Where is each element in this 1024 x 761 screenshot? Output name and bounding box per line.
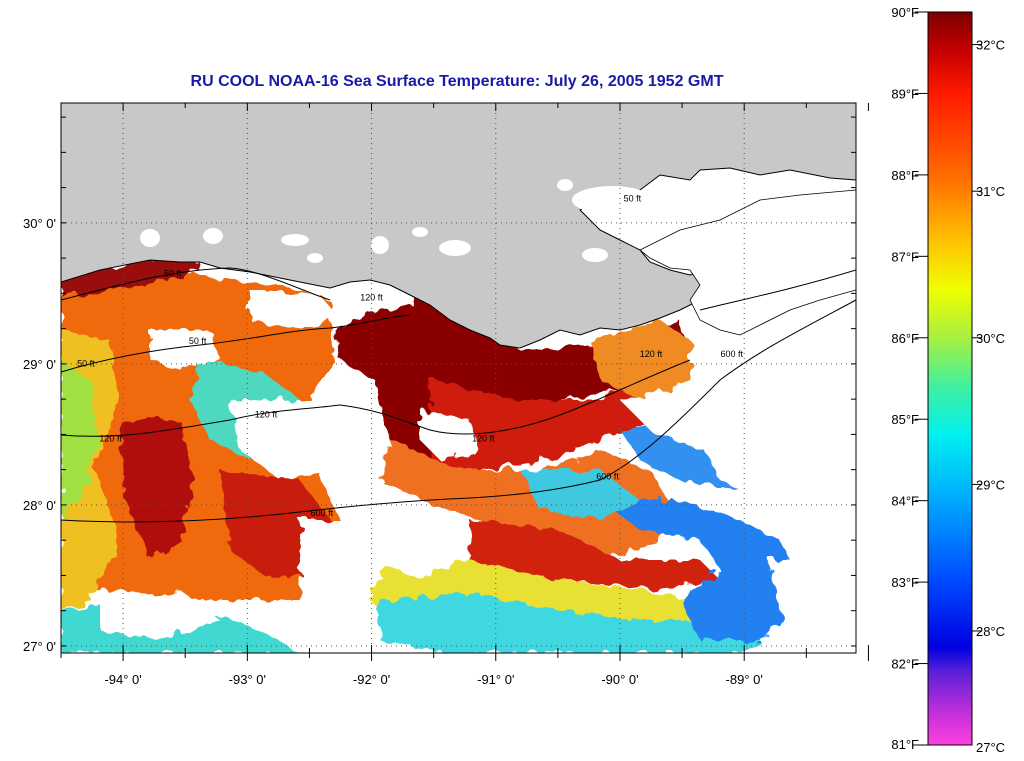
cloud-masks xyxy=(100,290,856,653)
map-title: RU COOL NOAA-16 Sea Surface Temperature:… xyxy=(191,73,724,90)
colorbar-f-label: 86°F xyxy=(891,331,919,346)
lake xyxy=(572,186,652,214)
map-frame xyxy=(60,102,857,654)
sst-region-east-shelf-orange xyxy=(590,320,690,400)
colorbar-f-label: 90°F xyxy=(891,5,919,20)
lon-tick-label: -89° 0' xyxy=(726,672,763,687)
colorbar-f-label: 85°F xyxy=(891,412,919,427)
lon-tick-label: -94° 0' xyxy=(104,672,141,687)
contour-label: 120 ft xyxy=(640,349,663,359)
colorbar-c-label: 32°C xyxy=(976,38,1005,53)
sst-region-west-green xyxy=(61,360,100,520)
sst-region-west-darkred xyxy=(120,420,195,560)
colorbar-f-label: 84°F xyxy=(891,494,919,509)
contour-600ft-east xyxy=(699,269,856,311)
cloud-mask xyxy=(230,400,360,480)
contour-label: 120 ft xyxy=(472,433,495,443)
contour-label: 600 ft xyxy=(721,349,744,359)
contour-label: 50 ft xyxy=(624,194,642,204)
colorbar-c-label: 28°C xyxy=(976,624,1005,639)
sst-region-mid-cyan xyxy=(520,470,640,520)
axis-labels: -94° 0' -93° 0' -92° 0' -91° 0' -90° 0' -89° … xyxy=(23,216,763,687)
colorbar-f-label: 87°F xyxy=(891,249,919,264)
contour-120ft xyxy=(61,359,691,437)
lon-tick-label: -92° 0' xyxy=(353,672,390,687)
colorbar-c-label: 30°C xyxy=(976,331,1005,346)
lat-tick-label: 28° 0' xyxy=(23,498,56,513)
lon-tick-label: -91° 0' xyxy=(477,672,514,687)
colorbar-c-label: 31°C xyxy=(976,184,1005,199)
contour-labels: 50 ft 50 ft 50 ft 120 ft 120 ft 600 ft 120 ft 6… xyxy=(77,194,743,518)
map-plot-area: 50 ft 50 ft 50 ft 120 ft 120 ft 600 ft 120 ft 6… xyxy=(61,103,856,653)
lake xyxy=(557,179,573,191)
sst-region-mid-orange xyxy=(380,440,680,560)
lake xyxy=(281,234,309,246)
lake xyxy=(412,227,428,237)
cloud-mask xyxy=(100,590,220,640)
cloud-mask xyxy=(150,330,220,370)
contour-label: 600 ft xyxy=(596,472,619,482)
sst-region-south-red xyxy=(470,520,720,590)
cloud-mask xyxy=(420,410,480,460)
map-ticks xyxy=(60,103,869,661)
colorbar-c-label: 27°C xyxy=(976,740,1005,755)
lake xyxy=(582,248,608,262)
lake xyxy=(780,224,820,256)
lake xyxy=(203,228,223,244)
sst-field xyxy=(61,258,800,653)
lake xyxy=(140,229,160,247)
contour-label: 50 ft xyxy=(189,336,207,346)
colorbar-f-label: 81°F xyxy=(891,737,919,752)
contour-label: 120 ft xyxy=(360,292,383,302)
bathymetry-contours xyxy=(61,267,856,523)
lon-tick-label: -90° 0' xyxy=(601,672,638,687)
colorbar-f-label: 89°F xyxy=(891,86,919,101)
contour-label: 600 ft xyxy=(311,508,334,518)
contour-label: 120 ft xyxy=(99,433,122,443)
colorbar-f-label: 88°F xyxy=(891,168,919,183)
lake xyxy=(735,205,785,245)
colorbar-labels: 90°F 89°F 88°F 87°F 86°F 85°F 84°F 83°F 82°F 81°F… xyxy=(891,5,1005,755)
sst-region-south-cyan xyxy=(380,595,760,653)
lon-tick-label: -93° 0' xyxy=(229,672,266,687)
cloud-mask xyxy=(250,290,340,330)
lat-tick-label: 29° 0' xyxy=(23,357,56,372)
lake xyxy=(307,253,323,263)
lake xyxy=(439,240,471,256)
contour-50ft-2 xyxy=(61,314,411,373)
cloud-mask xyxy=(380,500,460,580)
colorbar-c-label: 29°C xyxy=(976,477,1005,492)
sst-region-mid-red xyxy=(430,380,660,470)
lat-tick-label: 30° 0' xyxy=(23,216,56,231)
colorbar-f-label: 83°F xyxy=(891,575,919,590)
contour-50ft xyxy=(61,267,331,301)
cloud-mask xyxy=(300,520,380,640)
cloud-mask xyxy=(690,300,856,560)
lat-tick-label: 27° 0' xyxy=(23,639,56,654)
lakes xyxy=(140,179,820,263)
lake xyxy=(371,236,389,254)
contour-600ft xyxy=(61,299,856,523)
cloud-mask xyxy=(770,560,856,653)
colorbar-f-label: 82°F xyxy=(891,657,919,672)
land-mass xyxy=(61,103,856,349)
colorbar xyxy=(927,11,973,746)
map-grid xyxy=(61,103,856,653)
sst-region-southeast-blue xyxy=(600,500,800,640)
contour-label: 50 ft xyxy=(164,268,182,278)
contour-label: 120 ft xyxy=(255,409,278,419)
